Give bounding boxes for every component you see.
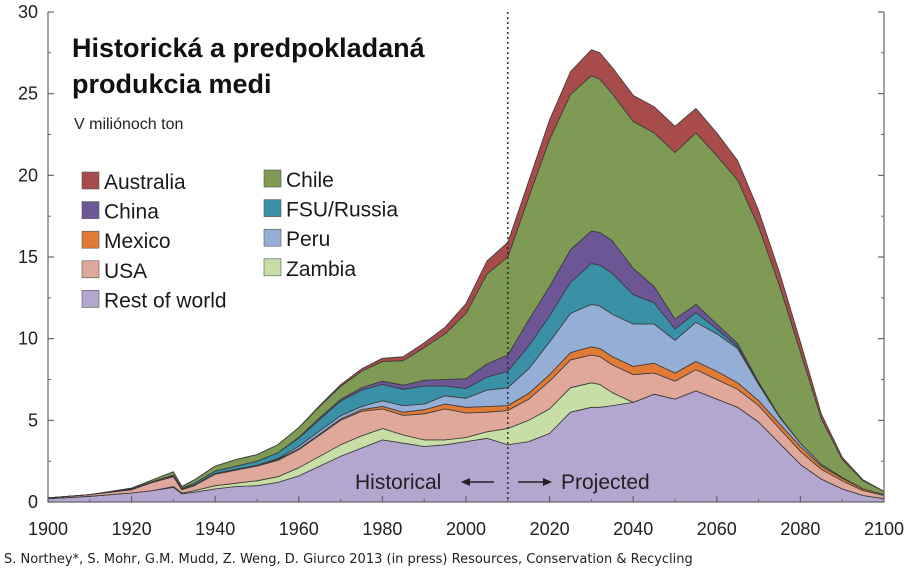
annotation-historical: Historical xyxy=(355,471,441,494)
legend-label-rest-of-world: Rest of world xyxy=(104,289,227,312)
arrow-left-icon xyxy=(461,478,494,486)
x-tick-label: 2100 xyxy=(864,519,904,539)
legend-swatch-mexico xyxy=(81,230,100,249)
y-tick-label: 0 xyxy=(28,492,38,512)
legend-label-peru: Peru xyxy=(286,228,330,251)
x-tick-label: 1980 xyxy=(362,519,402,539)
y-tick-label: 30 xyxy=(18,2,38,22)
y-tick-label: 5 xyxy=(28,410,38,430)
legend-label-zambia: Zambia xyxy=(286,258,356,281)
stacked-areas xyxy=(47,49,885,503)
x-tick-label: 1920 xyxy=(112,519,152,539)
legend-label-china: China xyxy=(104,201,159,224)
x-tick-label: 1940 xyxy=(195,519,235,539)
annotations: Historical Projected xyxy=(355,471,650,494)
y-tick-label: 15 xyxy=(18,247,38,267)
legend-swatch-usa xyxy=(81,260,100,279)
chart-subtitle: V miliónoch ton xyxy=(74,116,184,133)
x-tick-label: 2080 xyxy=(780,519,820,539)
x-tick-label: 2000 xyxy=(446,519,486,539)
chart-title: Historická a predpokladaná produkcia med… xyxy=(72,33,425,99)
legend-swatch-rest-of-world xyxy=(81,290,100,308)
y-tick-label: 10 xyxy=(18,329,38,349)
legend: Australia China Mexico USA Rest of world Chil… xyxy=(81,169,398,312)
legend-label-fsu-russia: FSU/Russia xyxy=(286,199,398,222)
x-tick-label: 1960 xyxy=(279,519,319,539)
axis-ticks: 0 5 10 15 20 25 30 1900 1920 1940 1960 1980 2000 2020… xyxy=(18,2,904,539)
arrow-right-icon xyxy=(518,478,552,486)
y-tick-label: 25 xyxy=(18,84,38,104)
legend-label-chile: Chile xyxy=(286,169,334,192)
legend-swatch-chile xyxy=(263,169,282,188)
y-tick-label: 20 xyxy=(18,165,38,185)
x-tick-label: 2040 xyxy=(613,519,653,539)
x-tick-label: 2020 xyxy=(530,519,570,539)
x-tick-label: 2060 xyxy=(697,519,737,539)
legend-swatch-australia xyxy=(81,171,100,190)
source-citation: S. Northey*, S. Mohr, G.M. Mudd, Z. Weng… xyxy=(4,552,693,567)
legend-swatch-peru xyxy=(263,228,282,247)
legend-label-usa: USA xyxy=(104,260,147,283)
annotation-projected: Projected xyxy=(561,471,650,494)
x-tick-label: 1900 xyxy=(28,519,68,539)
legend-label-australia: Australia xyxy=(104,171,186,194)
legend-swatch-fsu-russia xyxy=(263,199,282,217)
legend-swatch-china xyxy=(81,201,100,219)
legend-label-mexico: Mexico xyxy=(104,230,171,253)
legend-swatch-zambia xyxy=(263,258,282,277)
